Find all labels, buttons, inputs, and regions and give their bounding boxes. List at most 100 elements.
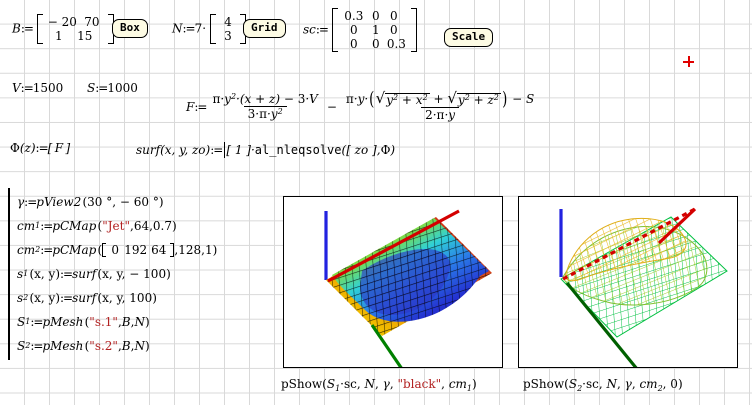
surface-crest-outline (564, 217, 687, 282)
surf-args: (x, y, 100) (97, 291, 157, 305)
matrix-cell: 4 (224, 15, 232, 29)
expr-phi-definition[interactable]: Φ(z):=[ F ] (10, 141, 71, 155)
matrix-cell: 0 (390, 9, 398, 23)
pcmap-func: pCMap (52, 243, 97, 257)
paren-close: ) (502, 87, 508, 110)
matrix-row: 3 (219, 29, 237, 43)
y-var: y (386, 93, 393, 107)
bracket-right (410, 8, 417, 52)
z-var: z (269, 92, 276, 107)
matrix-cell: 1 (54, 29, 63, 43)
surf-args: (x, y, − 100) (97, 267, 171, 281)
pi-symbol: π (436, 108, 445, 123)
subscript: 1 (25, 317, 31, 326)
arg-N: N (134, 339, 145, 353)
plot-right-wireframe-surface[interactable] (518, 196, 738, 368)
expr-F-formula[interactable]: F:= π·y2·(x + z) − 3·V 3·π·y2 − π·y·(√ y2… (186, 87, 540, 123)
matrix-cell: − 20 (47, 15, 77, 29)
matrix-row: 0 1 0 (341, 23, 408, 37)
line-rule (224, 142, 226, 158)
grid-button[interactable]: Grid (243, 19, 286, 39)
expr-V-definition[interactable]: V:=1500 (12, 82, 63, 94)
pshow-func: pShow (523, 377, 565, 391)
surface-crest-mesh-yellow (565, 218, 687, 281)
definitions-region[interactable]: γ:= pView2 (30 °, − 60 °) cm 1:= pCMap ("Je… (8, 188, 217, 360)
pi-symbol: π (259, 107, 267, 122)
matrix-sc: 0.3 0 0 0 1 0 0 0 0.3 (331, 8, 417, 52)
y-var: y (448, 108, 456, 123)
matrix-cell: 0 (350, 23, 358, 37)
var-s1-label: s (17, 267, 24, 281)
matrix-row: 0.3 0 0 (341, 9, 408, 23)
fraction-term-1: π·y2·(x + z) − 3·V 3·π·y2 (208, 92, 321, 122)
subscript: 2 (23, 293, 29, 302)
radical-sign: √ (447, 89, 457, 107)
var-F-label: F (186, 99, 195, 114)
scale-button[interactable]: Scale (444, 28, 494, 48)
vector-cell: 0 (111, 243, 120, 257)
vector-cell: 192 (124, 243, 148, 257)
radical-sign: √ (375, 89, 386, 107)
var-S-label: S (87, 81, 96, 95)
params: (x, y) (29, 267, 61, 281)
surf-func: surf (72, 291, 97, 305)
assign-op: := (24, 195, 37, 209)
assign-op: := (40, 219, 53, 233)
box-button[interactable]: Box (112, 19, 148, 39)
subscript: 2 (35, 245, 41, 254)
y-var: y (224, 92, 231, 107)
matrix-cell: 0 (350, 37, 358, 51)
params: (x, y) (29, 291, 61, 305)
definition-cm1[interactable]: cm 1:= pCMap ("Jet", 64, 0.7) (17, 219, 177, 233)
index-bracket: [ 1 ] (226, 143, 251, 157)
arg-zero: 0 (670, 377, 678, 391)
expr-S-definition[interactable]: S:=1000 (87, 82, 138, 94)
numerator-1: π·y2·(x + z) − 3·V (212, 92, 318, 107)
arg-cm2: cm (639, 377, 658, 391)
pmesh-func: pMesh (42, 339, 84, 353)
assign-op: := (30, 339, 43, 353)
definition-S2[interactable]: S 2:= pMesh ("s.2", B, N) (17, 339, 150, 353)
arg-value: 0.7 (152, 219, 173, 233)
definition-S1[interactable]: S 1:= pMesh ("s.1", B, N) (17, 315, 150, 329)
sqrt-2: √ y2 + z2 (447, 89, 501, 107)
expr-N-definition[interactable]: N:=7· 4 3 (172, 14, 246, 44)
assign-op: := (40, 243, 53, 257)
matrix-cell: 1 (372, 23, 380, 37)
expr-sc-definition[interactable]: sc:= 0.3 0 0 0 1 0 0 0 0.3 (303, 8, 417, 52)
axis-y (565, 281, 638, 367)
assign-op: := (35, 141, 49, 155)
axis-x (657, 207, 697, 245)
matrix-cell: 0.3 (386, 37, 406, 51)
axis-y (370, 324, 403, 367)
plot-left-filled-surface[interactable] (283, 196, 503, 368)
minus-operator: − (326, 99, 337, 114)
surface-bowl-floor-mesh (360, 249, 451, 315)
assign-op: := (60, 291, 73, 305)
caption-plot-left[interactable]: pShow(S1·sc, N, γ, "black", cm1) (281, 377, 477, 393)
pcmap-func: pCMap (52, 219, 97, 233)
expr-surf-definition[interactable]: surf(x, y, zo):=[ 1 ] · al_nleqsolve([ zo … (136, 142, 396, 158)
exponent: 2 (230, 92, 237, 102)
var-S2-label: S (17, 339, 26, 353)
numerator-2: π·y·(√ y2 + x2 + √ y2 + z2) − S (345, 87, 535, 110)
assign-op: := (194, 99, 207, 114)
z-var: z (487, 93, 494, 107)
matrix-cell: 3 (224, 29, 232, 43)
assign-op: := (210, 143, 223, 157)
matrix-B: − 20 70 1 15 (36, 14, 114, 44)
definition-cm2[interactable]: cm 2:= pCMap (0 192 64, 128, 1) (17, 243, 218, 257)
coef-3: 3 (247, 107, 256, 122)
subscript: 2 (577, 384, 583, 393)
caption-plot-right[interactable]: pShow(S2·sc, N, γ, cm2, 0) (523, 377, 683, 393)
surf-args: x, y, zo (164, 143, 206, 157)
var-s2-label: s (17, 291, 24, 305)
definition-gamma[interactable]: γ:= pView2 (30 °, − 60 °) (17, 190, 217, 214)
bracket-left (209, 14, 216, 44)
expr-B-definition[interactable]: B:= − 20 70 1 15 (12, 14, 114, 44)
arg-S2: S (568, 377, 578, 391)
assign-op: := (315, 22, 329, 37)
crosshair-cursor-icon (683, 56, 694, 67)
